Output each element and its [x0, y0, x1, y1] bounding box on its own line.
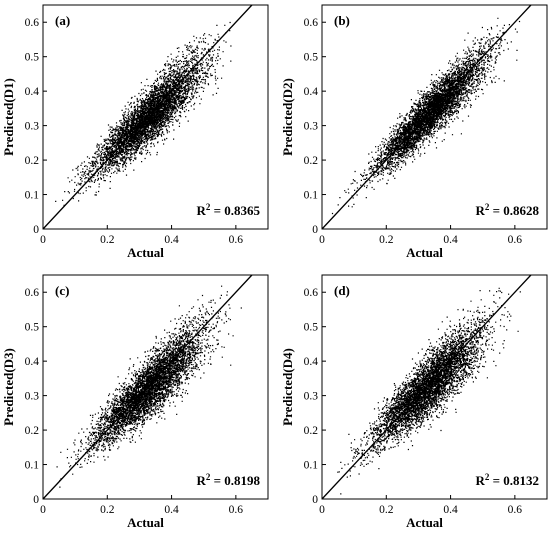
x-tick-label: 0.4 — [164, 504, 179, 516]
y-tick-label: 0.5 — [304, 52, 319, 64]
plot-frame — [321, 274, 548, 500]
scatter-points — [337, 287, 521, 495]
panel-label: (c) — [55, 283, 69, 298]
y-tick-label: 0.6 — [25, 17, 40, 29]
y-axis-label: Predicted(D1) — [1, 78, 16, 156]
y-tick-label: 0.3 — [25, 121, 40, 133]
y-tick-label: 0.3 — [304, 121, 319, 133]
y-tick-label: 0.4 — [304, 356, 319, 368]
y-tick-label: 0.5 — [25, 322, 40, 334]
y-tick-label: 0.4 — [25, 356, 40, 368]
y-tick-label: 0 — [33, 224, 39, 236]
panel-label: (a) — [55, 13, 70, 28]
y-axis-label: Predicted(D3) — [1, 348, 16, 426]
x-axis-label: Actual — [406, 515, 443, 530]
x-tick-label: 0 — [319, 504, 325, 516]
y-tick-label: 0.5 — [304, 322, 319, 334]
plot-frame — [42, 274, 269, 500]
panel-label: (b) — [334, 13, 350, 28]
reference-line — [321, 4, 532, 230]
y-tick-label: 0.4 — [304, 86, 319, 98]
y-tick-label: 0.6 — [304, 17, 319, 29]
y-axis-label: Predicted(D4) — [280, 348, 295, 426]
x-tick-label: 0.2 — [100, 504, 115, 516]
plot-frame — [42, 4, 269, 230]
data-points — [55, 21, 232, 207]
x-tick-label: 0.6 — [229, 234, 244, 246]
scatter-panel-0: 0 0.2 0.4 0.6 0 0.1 0.2 0.3 0.4 0.5 0.6 Actual Predi… — [1, 4, 269, 260]
scatter-panel-2: 0 0.2 0.4 0.6 0 0.1 0.2 0.3 0.4 0.5 0.6 Actual Predi… — [1, 274, 269, 530]
scatter-panel-3: 0 0.2 0.4 0.6 0 0.1 0.2 0.3 0.4 0.5 0.6 Actual Predi… — [280, 274, 548, 530]
x-tick-label: 0.6 — [229, 504, 244, 516]
x-tick-label: 0 — [319, 234, 325, 246]
x-tick-label: 0 — [40, 234, 46, 246]
y-tick-label: 0.1 — [304, 460, 319, 472]
x-axis-label: Actual — [127, 245, 164, 260]
y-tick-label: 0.3 — [25, 391, 40, 403]
y-tick-label: 0.5 — [25, 52, 40, 64]
y-tick-label: 0 — [312, 224, 318, 236]
x-tick-label: 0.6 — [508, 504, 523, 516]
data-points — [331, 17, 521, 215]
reference-line — [42, 4, 253, 230]
y-tick-label: 0.6 — [304, 287, 319, 299]
x-axis-label: Actual — [406, 245, 443, 260]
panel-label: (d) — [334, 283, 350, 298]
x-tick-label: 0.4 — [443, 234, 458, 246]
x-tick-label: 0.6 — [508, 234, 523, 246]
data-points — [337, 287, 521, 495]
y-tick-label: 0.3 — [304, 391, 319, 403]
r2-annotation: R2 = 0.8198 — [196, 472, 260, 488]
y-tick-label: 0.4 — [25, 86, 40, 98]
x-tick-label: 0.2 — [379, 504, 394, 516]
y-tick-label: 0.2 — [25, 425, 40, 437]
y-tick-label: 0.1 — [25, 460, 40, 472]
x-axis-label: Actual — [127, 515, 164, 530]
reference-line — [321, 274, 532, 500]
y-tick-label: 0.2 — [304, 425, 319, 437]
x-tick-label: 0.4 — [164, 234, 179, 246]
scatter-panel-1: 0 0.2 0.4 0.6 0 0.1 0.2 0.3 0.4 0.5 0.6 Actual Predi… — [280, 4, 548, 260]
reference-line — [42, 274, 253, 500]
x-tick-label: 0 — [40, 504, 46, 516]
x-tick-label: 0.4 — [443, 504, 458, 516]
y-tick-label: 0.1 — [304, 190, 319, 202]
x-tick-label: 0.2 — [379, 234, 394, 246]
y-tick-label: 0.2 — [25, 155, 40, 167]
y-tick-label: 0.2 — [304, 155, 319, 167]
y-tick-label: 0 — [33, 494, 39, 506]
y-tick-label: 0 — [312, 494, 318, 506]
y-tick-label: 0.1 — [25, 190, 40, 202]
r2-annotation: R2 = 0.8365 — [196, 202, 260, 218]
x-tick-label: 0.2 — [100, 234, 115, 246]
r2-annotation: R2 = 0.8628 — [475, 202, 539, 218]
scatter-points — [331, 17, 521, 215]
scatter-points — [55, 21, 232, 207]
y-axis-label: Predicted(D2) — [280, 78, 295, 156]
y-tick-label: 0.6 — [25, 287, 40, 299]
r2-annotation: R2 = 0.8132 — [475, 472, 539, 488]
plot-frame — [321, 4, 548, 230]
